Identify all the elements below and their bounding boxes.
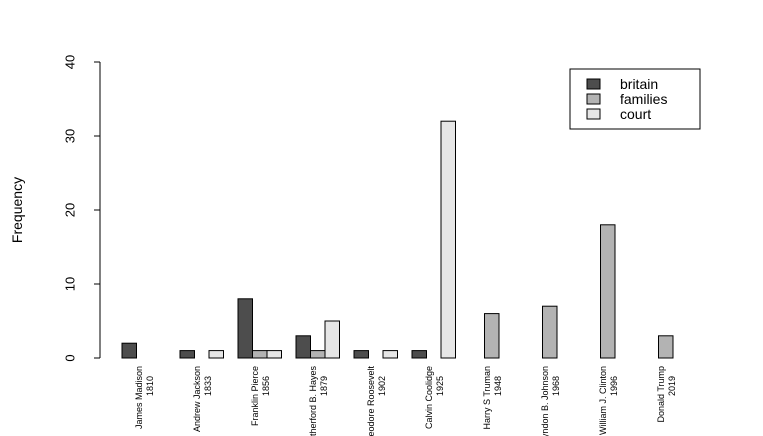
category-label: Calvin Coolidge 1925 [424, 366, 445, 429]
y-tick-label: 0 [63, 354, 78, 361]
category-label: Rutherford B. Hayes 1879 [308, 366, 329, 436]
y-axis-label: Frequency [9, 177, 25, 243]
category-name: Lyndon B. Johnson [540, 366, 550, 436]
bar-court [324, 320, 340, 359]
bar-britain [411, 350, 427, 359]
category-label: Harry S Truman 1948 [482, 366, 503, 430]
category-label: Theodore Roosevelt 1902 [366, 366, 387, 436]
bar-families [252, 350, 268, 359]
bar-britain [353, 350, 369, 359]
category-year: 1810 [145, 376, 155, 396]
category-label: Donald Trump 2019 [656, 366, 677, 423]
bar-britain [295, 335, 311, 359]
category-name: Franklin Pierce [250, 366, 260, 426]
legend-swatch-families [586, 93, 601, 105]
legend-label-families: families [620, 91, 667, 107]
bar-britain [237, 298, 253, 359]
category-name: James Madison [134, 366, 144, 429]
legend-swatch-britain [586, 78, 601, 90]
legend-label-britain: britain [620, 76, 658, 92]
category-year: 1925 [435, 376, 445, 396]
bar-britain [179, 350, 195, 359]
category-label: Franklin Pierce 1856 [250, 366, 271, 426]
category-labels: James Madison 1810 Andrew Jackson 1833 Frank… [134, 366, 677, 436]
category-year: 1996 [609, 376, 619, 396]
category-year: 1833 [203, 376, 213, 396]
bar-families [658, 335, 674, 359]
bar-court [266, 350, 282, 359]
category-year: 1856 [261, 376, 271, 396]
y-axis: 0 10 20 30 40 [63, 55, 101, 362]
category-year: 2019 [667, 376, 677, 396]
category-name: Andrew Jackson [192, 366, 202, 432]
y-tick-label: 40 [63, 55, 78, 69]
category-year: 1948 [493, 376, 503, 396]
bar-families [542, 305, 558, 359]
category-name: Rutherford B. Hayes [308, 366, 318, 436]
category-label: Andrew Jackson 1833 [192, 366, 213, 432]
category-label: William J. Clinton 1996 [598, 366, 619, 435]
category-label: Lyndon B. Johnson 1968 [540, 366, 561, 436]
category-label: James Madison 1810 [134, 366, 155, 429]
category-name: William J. Clinton [598, 366, 608, 435]
bar-families [484, 313, 500, 359]
y-tick-label: 10 [63, 277, 78, 291]
category-name: Harry S Truman [482, 366, 492, 430]
category-year: 1968 [551, 376, 561, 396]
bar-families [310, 350, 326, 359]
category-name: Calvin Coolidge [424, 366, 434, 429]
y-tick-label: 20 [63, 203, 78, 217]
category-year: 1902 [377, 376, 387, 396]
bar-families [600, 224, 616, 359]
bars [121, 120, 674, 359]
category-name: Theodore Roosevelt [366, 366, 376, 436]
bar-court [382, 350, 398, 359]
y-tick-label: 30 [63, 129, 78, 143]
category-name: Donald Trump [656, 366, 666, 423]
category-year: 1879 [319, 376, 329, 396]
bar-court [440, 120, 456, 359]
bar-court [208, 350, 224, 359]
bar-britain [121, 342, 137, 359]
legend-label-court: court [620, 106, 651, 122]
legend-swatch-court [586, 108, 601, 120]
